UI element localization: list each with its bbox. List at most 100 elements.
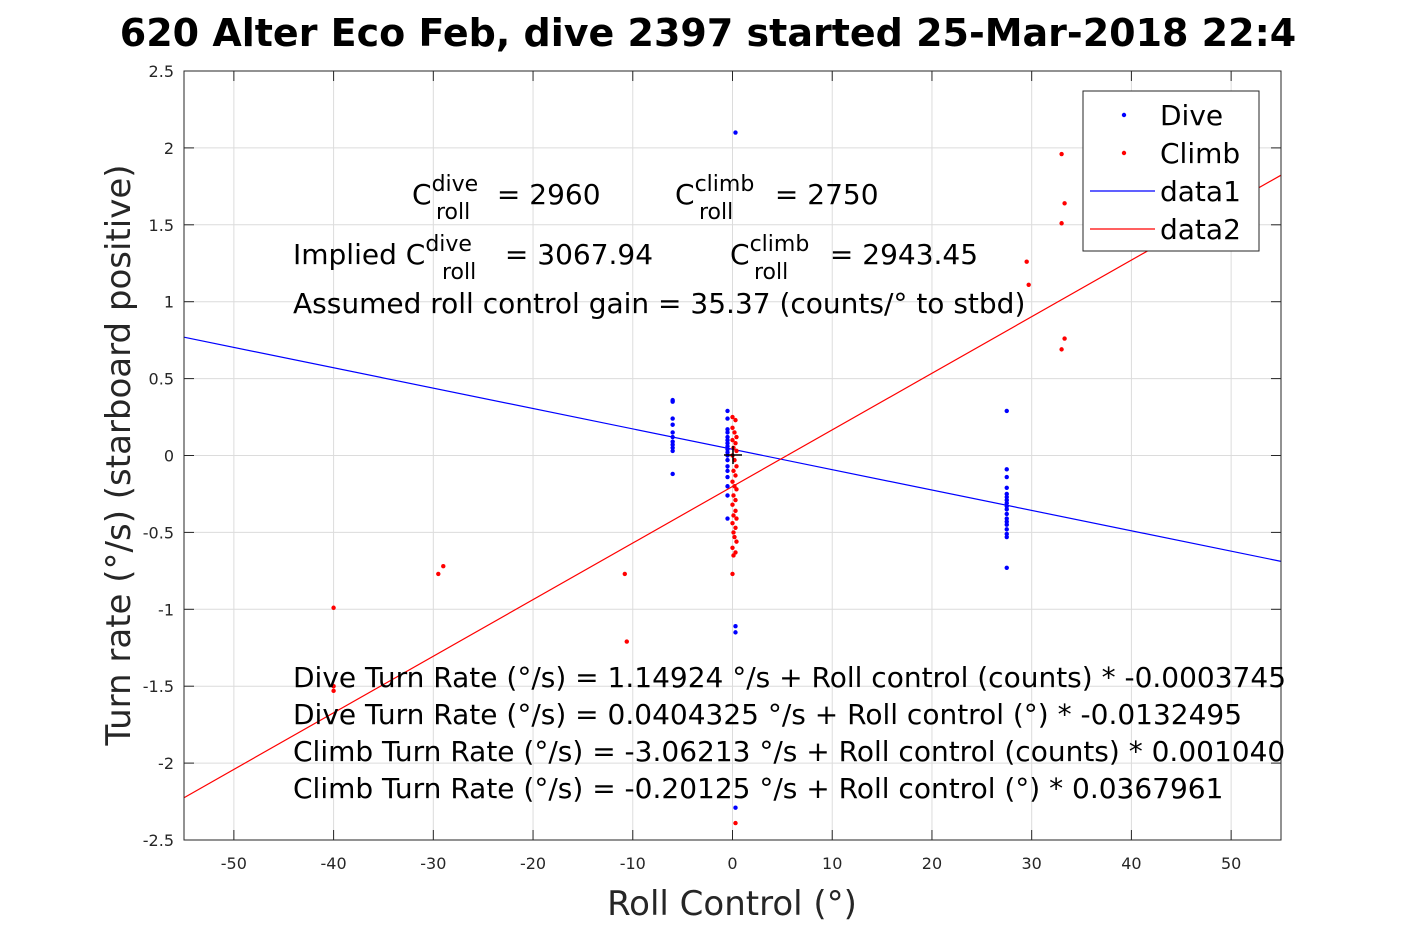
dive-point	[733, 805, 738, 810]
implied-c-dive-subscript: roll	[442, 260, 476, 285]
climb-point	[733, 508, 738, 514]
dive-point	[1004, 497, 1009, 503]
x-tick-label: 0	[727, 854, 737, 873]
dive-point	[1004, 565, 1009, 570]
x-tick-label: -40	[321, 854, 347, 873]
climb-point	[734, 487, 739, 492]
dive-point	[1004, 511, 1009, 517]
dive-point	[670, 442, 675, 447]
y-axis-ticks: -2.5 -2 -1.5 -1 -0.5 0 0.5 1 1.5 2 2.5	[143, 62, 1281, 850]
dive-point	[725, 430, 730, 435]
dive-point	[725, 437, 730, 443]
climb-point	[732, 430, 737, 435]
legend: Dive Climb data1 data2	[1082, 90, 1260, 252]
c-climb-superscript: climb	[695, 172, 755, 197]
legend-label-Dive: Dive	[1160, 99, 1223, 132]
dive-point	[725, 434, 730, 440]
climb-point	[1024, 259, 1029, 264]
dive-point	[725, 408, 730, 414]
implied-c-climb-subscript: roll	[754, 260, 788, 285]
y-tick-label: -2	[158, 754, 174, 773]
dive-point	[725, 468, 730, 474]
climb-point	[731, 530, 736, 535]
climb-point	[734, 448, 739, 454]
dive-point	[670, 471, 675, 477]
dive-point	[725, 457, 730, 463]
climb-point	[730, 571, 735, 577]
climb-point	[1062, 336, 1067, 341]
climb-point	[331, 684, 336, 689]
dive-point	[670, 445, 675, 451]
dive-point	[1004, 485, 1009, 490]
dive-point	[1004, 494, 1009, 500]
climb-point	[733, 440, 738, 446]
climb-point	[731, 468, 736, 474]
climb-point	[734, 434, 739, 440]
x-axis-ticks: -50 -40 -30 -20 -10 0 10 20 30 40 50	[221, 71, 1241, 873]
y-tick-label: 0.5	[149, 370, 174, 389]
y-tick-label: 2	[164, 139, 174, 158]
roll-gain-note: Assumed roll control gain = 35.37 (count…	[293, 287, 1025, 320]
dive-point	[1004, 474, 1009, 480]
dive-point	[725, 427, 730, 432]
dive-point	[1004, 504, 1009, 509]
x-axis-label: Roll Control (°)	[607, 884, 857, 924]
dive-point	[733, 624, 738, 629]
y-tick-label: -1	[158, 600, 174, 619]
dive-point	[725, 447, 730, 452]
legend-box	[1082, 90, 1260, 252]
dive-point	[670, 448, 675, 454]
climb-point	[733, 473, 738, 478]
zero-crosshair	[724, 446, 742, 464]
climb-point	[1062, 201, 1067, 206]
x-tick-label: -20	[520, 854, 546, 873]
legend-marker-Dive	[1121, 112, 1127, 118]
climb-point	[730, 437, 735, 443]
dive-point	[670, 430, 675, 435]
climb-point	[730, 425, 735, 431]
climb-point	[622, 571, 627, 577]
climb-point	[331, 605, 336, 610]
x-tick-label: -30	[420, 854, 446, 873]
climb-eq-degrees: Climb Turn Rate (°/s) = -0.20125 °/s + R…	[293, 772, 1223, 805]
y-tick-label: 0	[164, 447, 174, 466]
c-dive-symbol: C	[412, 178, 432, 211]
dive-point	[670, 422, 675, 427]
climb-point	[441, 564, 446, 569]
legend-marker-Climb	[1121, 150, 1127, 156]
dive-point	[725, 464, 730, 469]
dive-point	[670, 416, 675, 421]
dive-point	[725, 444, 730, 449]
climb-point	[732, 534, 737, 540]
dive-eq-counts: Dive Turn Rate (°/s) = 1.14924 °/s + Rol…	[293, 661, 1286, 694]
climb-point	[734, 464, 739, 469]
y-tick-label: 1	[164, 293, 174, 312]
dive-point	[1004, 527, 1009, 532]
c-climb-symbol: C	[675, 178, 695, 211]
x-tick-label: 50	[1221, 854, 1241, 873]
climb-point	[731, 513, 736, 518]
dive-eq-degrees: Dive Turn Rate (°/s) = 0.0404325 °/s + R…	[293, 698, 1242, 731]
x-tick-label: 20	[922, 854, 942, 873]
climb-point	[733, 497, 738, 503]
climb-point	[734, 516, 739, 521]
climb-point	[730, 414, 735, 420]
dive-point	[670, 399, 675, 404]
implied-c-dive-superscript: dive	[425, 232, 472, 257]
dive-point	[725, 484, 730, 489]
dive-point	[725, 416, 730, 421]
y-tick-label: 2.5	[149, 62, 174, 81]
c-dive-value: = 2960	[488, 178, 601, 211]
dive-point	[1004, 516, 1009, 521]
climb-point	[733, 820, 738, 826]
climb-point	[1059, 221, 1064, 226]
dive-point	[1004, 500, 1009, 506]
climb-point	[730, 545, 735, 550]
dive-point	[670, 434, 675, 440]
climb-point	[730, 479, 735, 484]
x-tick-label: -10	[620, 854, 646, 873]
legend-label-data2: data2	[1160, 213, 1241, 246]
